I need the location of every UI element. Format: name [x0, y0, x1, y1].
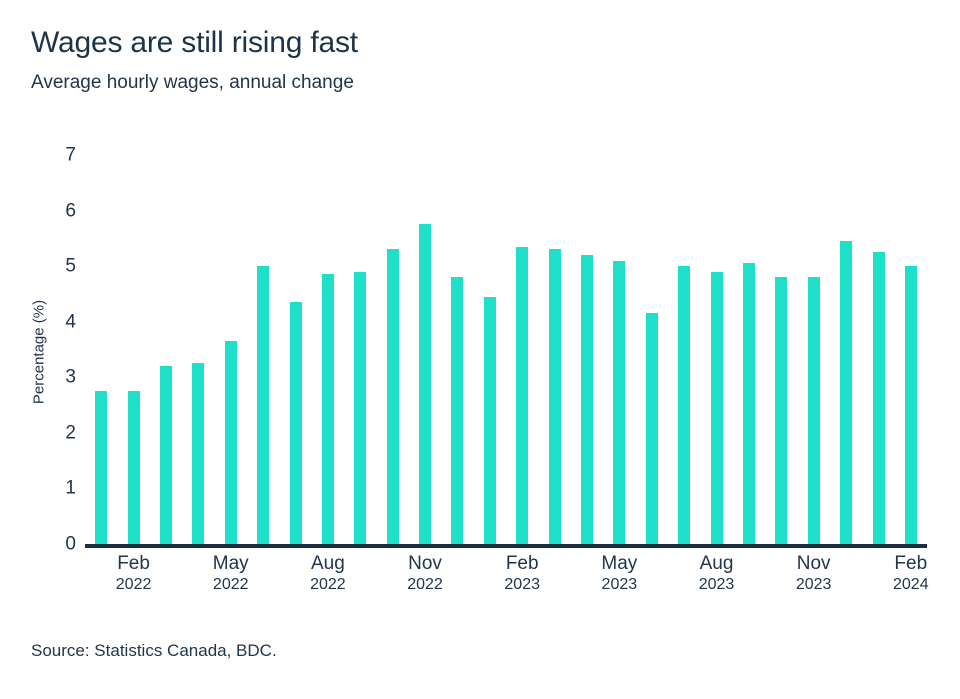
y-tick-label: 2 — [65, 422, 76, 444]
bar-slot — [85, 155, 117, 544]
x-tick-year: 2024 — [893, 576, 929, 593]
bar-chart-plot-area — [85, 155, 927, 548]
x-tick-year: 2023 — [504, 576, 540, 593]
x-tick-month: Feb — [505, 553, 539, 574]
bar — [159, 366, 172, 544]
bar — [95, 391, 108, 544]
bar-slot — [668, 155, 700, 544]
bar — [807, 277, 820, 544]
bar — [775, 277, 788, 544]
x-axis-line — [85, 544, 927, 548]
chart-title: Wages are still rising fast — [31, 26, 358, 59]
x-tick-month: Feb — [117, 553, 150, 574]
x-tick-label: May 2023 — [601, 553, 637, 594]
bar-slot — [344, 155, 376, 544]
bar — [483, 296, 496, 544]
bar — [224, 341, 237, 544]
x-tick-year: 2023 — [795, 576, 832, 593]
bar — [451, 277, 464, 544]
x-tick-month: May — [212, 553, 249, 574]
bar-slot — [506, 155, 538, 544]
x-tick-year: 2022 — [310, 576, 346, 593]
y-tick-label: 5 — [65, 255, 76, 277]
bar-slot — [636, 155, 668, 544]
bar-slot — [603, 155, 635, 544]
x-tick-month: Aug — [310, 553, 345, 574]
bar-slot — [798, 155, 830, 544]
y-tick-label: 0 — [65, 533, 76, 555]
y-axis-tick-labels: 0 1 2 3 4 5 6 7 — [0, 146, 76, 554]
bar-slot — [182, 155, 214, 544]
x-tick-label: Nov 2023 — [796, 553, 832, 594]
x-tick-label: Aug 2023 — [699, 553, 735, 594]
bar — [710, 271, 723, 544]
bar-slot — [312, 155, 344, 544]
bar — [127, 391, 140, 544]
bar — [872, 252, 885, 544]
bar-slot — [700, 155, 732, 544]
bar-slot — [409, 155, 441, 544]
x-tick-month: Aug — [699, 553, 734, 574]
y-tick-label: 7 — [65, 144, 76, 166]
bar — [904, 266, 917, 544]
bar — [548, 249, 561, 544]
x-tick-year: 2022 — [407, 576, 443, 593]
x-tick-label: May 2022 — [213, 553, 249, 594]
y-tick-label: 4 — [65, 311, 76, 333]
bar-series — [85, 155, 927, 544]
bar-slot — [538, 155, 570, 544]
bar-slot — [862, 155, 894, 544]
bar — [581, 255, 594, 544]
bar-slot — [441, 155, 473, 544]
bar-slot — [733, 155, 765, 544]
x-tick-month: Feb — [894, 553, 928, 574]
bar-slot — [895, 155, 927, 544]
y-tick-label: 3 — [65, 366, 76, 388]
bar — [743, 263, 755, 544]
bar — [678, 266, 691, 544]
bar — [386, 249, 399, 544]
bar — [645, 313, 658, 544]
x-tick-year: 2023 — [601, 576, 638, 593]
bar — [192, 363, 205, 544]
bar — [840, 241, 853, 544]
x-tick-month: Nov — [408, 553, 442, 574]
y-tick-label: 6 — [65, 200, 76, 222]
source-note: Source: Statistics Canada, BDC. — [31, 641, 277, 660]
x-tick-month: Nov — [796, 553, 831, 574]
x-tick-year: 2022 — [212, 576, 249, 593]
x-tick-label: Feb 2024 — [893, 553, 929, 594]
x-tick-label: Feb 2022 — [116, 553, 152, 594]
bar-slot — [765, 155, 797, 544]
bar — [613, 260, 626, 544]
x-tick-label: Feb 2023 — [504, 553, 540, 594]
bar — [289, 302, 302, 544]
bar-slot — [150, 155, 182, 544]
bar-slot — [571, 155, 603, 544]
y-tick-label: 1 — [65, 477, 76, 499]
bar — [516, 246, 529, 544]
bar-slot — [474, 155, 506, 544]
chart-subtitle: Average hourly wages, annual change — [31, 72, 354, 93]
x-tick-label: Nov 2022 — [407, 553, 443, 594]
bar-slot — [830, 155, 862, 544]
bar — [419, 224, 432, 544]
x-tick-year: 2022 — [115, 576, 152, 593]
bar-slot — [247, 155, 279, 544]
x-tick-month: May — [601, 553, 638, 574]
x-tick-label: Aug 2022 — [310, 553, 346, 594]
x-tick-year: 2023 — [698, 576, 735, 593]
x-axis-tick-labels: Feb 2022 May 2022 Aug 2022 Nov 2022 Feb 2023 May 20… — [85, 553, 929, 603]
bar-slot — [117, 155, 149, 544]
bar — [354, 271, 367, 544]
bar-slot — [279, 155, 311, 544]
bar — [257, 266, 270, 544]
bar-slot — [377, 155, 409, 544]
bar — [321, 274, 334, 544]
bar-slot — [215, 155, 247, 544]
